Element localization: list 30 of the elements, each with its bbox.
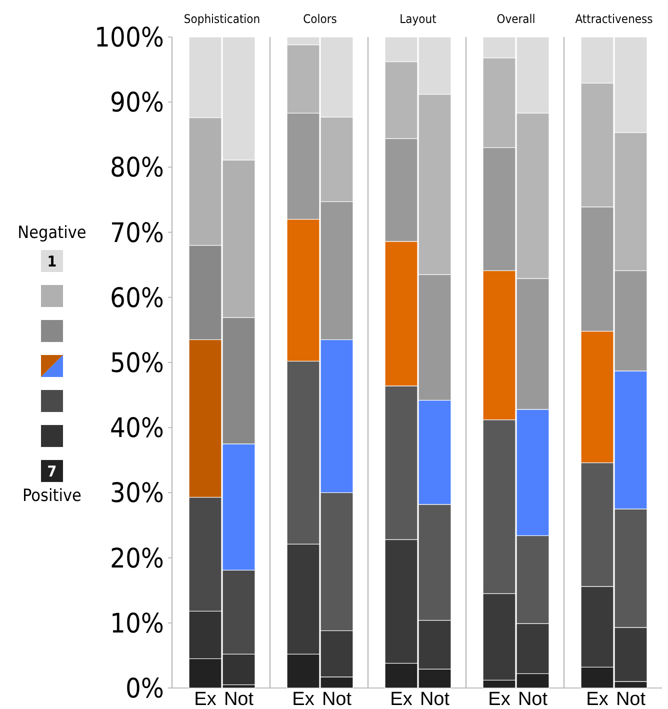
x-tick-label: Not — [616, 689, 646, 709]
text: 1 — [47, 252, 57, 270]
x-tick-label: Ex — [488, 689, 511, 709]
x-tick-label: Ex — [390, 689, 413, 709]
y-tick-label: 10% — [110, 608, 164, 640]
y-tick-label: 60% — [110, 282, 164, 314]
x-tick-label: Ex — [194, 689, 217, 709]
x-tick-label: Not — [322, 689, 352, 709]
y-tick-label: 0% — [125, 673, 164, 704]
y-tick-label: 20% — [110, 543, 164, 574]
chart-title: Colors — [303, 12, 338, 26]
text: Positive — [22, 486, 82, 506]
y-tick-label: 70% — [110, 218, 164, 249]
chart-title: Sophistication — [184, 12, 260, 26]
y-tick-label: 30% — [110, 478, 164, 510]
y-tick-label: 90% — [110, 88, 164, 119]
x-tick-label: Not — [518, 689, 548, 709]
x-tick-label: Ex — [586, 689, 609, 709]
y-tick-label: 50% — [110, 348, 164, 379]
text: 7 — [47, 462, 57, 480]
x-tick-label: Ex — [292, 689, 315, 709]
chart-title: Overall — [496, 12, 536, 26]
chart-title: Layout — [400, 12, 436, 26]
y-tick-label: 100% — [94, 22, 164, 54]
x-tick-label: Not — [224, 689, 254, 709]
y-tick-label: 40% — [110, 413, 164, 444]
chart-title: Attractiveness — [575, 12, 654, 26]
y-tick-label: 80% — [110, 152, 164, 184]
x-tick-label: Not — [420, 689, 450, 709]
legend-title: Negative — [18, 223, 86, 243]
